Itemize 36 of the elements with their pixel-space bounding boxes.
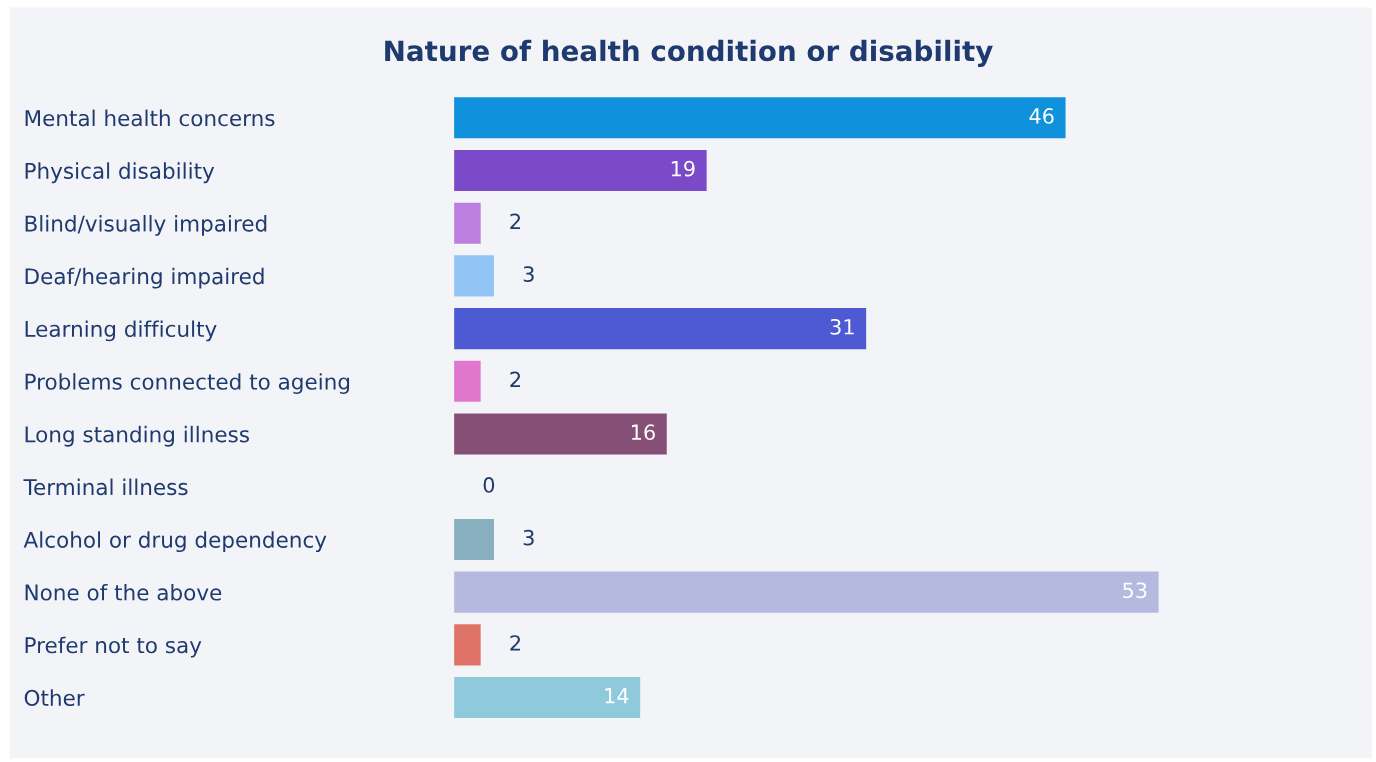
- y-tick-label: Deaf/hearing impaired: [25, 267, 264, 289]
- data-label: 14: [605, 688, 629, 704]
- data-label: 31: [830, 318, 854, 335]
- data-label: 2: [510, 371, 521, 388]
- y-tick-label: None of the above: [25, 583, 222, 601]
- y-tick-label: Terminal illness: [23, 478, 188, 496]
- data-label: 2: [510, 213, 521, 229]
- data-label: 19: [671, 160, 695, 177]
- bar: [454, 676, 641, 719]
- bar: [454, 202, 481, 244]
- data-label: 46: [1029, 108, 1054, 124]
- y-tick-label: Alcohol or drug dependency: [23, 531, 327, 553]
- bar: [454, 624, 481, 666]
- chart-title: Nature of health condition or disability: [385, 39, 993, 67]
- data-label: 3: [523, 266, 534, 282]
- bar: [454, 149, 707, 192]
- y-tick-label: Long standing illness: [25, 425, 249, 447]
- data-label: 53: [1123, 582, 1147, 599]
- bar: [454, 360, 481, 402]
- y-tick-label: Physical disability: [25, 162, 215, 184]
- bar: [454, 255, 494, 297]
- bar: [454, 413, 667, 455]
- y-tick-label: Prefer not to say: [25, 636, 202, 658]
- bar: [454, 97, 1066, 139]
- y-tick-label: Mental health concerns: [25, 109, 275, 127]
- bar: [454, 308, 867, 350]
- y-tick-label: Blind/visually impaired: [25, 215, 267, 236]
- data-label: 16: [631, 424, 655, 441]
- data-label: 2: [510, 635, 521, 651]
- y-tick-label: Problems connected to ageing: [25, 373, 350, 394]
- bar: [454, 571, 1159, 613]
- y-tick-label: Other: [24, 689, 85, 707]
- data-label: 3: [523, 529, 534, 546]
- data-label: 0: [483, 477, 495, 493]
- y-tick-label: Learning difficulty: [25, 320, 217, 342]
- bar: [454, 518, 494, 560]
